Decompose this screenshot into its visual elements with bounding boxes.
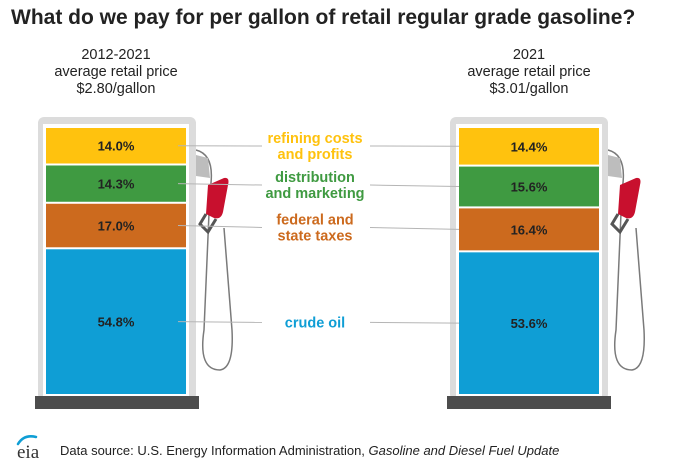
segment-value-label: 14.4%: [511, 139, 548, 154]
left-header-period: 2012-2021: [81, 47, 151, 63]
nozzle-handle: [206, 177, 229, 219]
segment-value-label: 14.3%: [98, 177, 135, 192]
chart-title: What do we pay for per gallon of retail …: [11, 6, 636, 29]
connector-line: [177, 225, 263, 228]
right-pump-header: 2021 average retail price $3.01/gallon: [429, 47, 629, 98]
connector-line: [369, 184, 460, 187]
eia-logo-text: eia: [17, 442, 40, 462]
segment-value-label: 16.4%: [511, 222, 548, 237]
right-header-price: $3.01/gallon: [489, 81, 569, 97]
right-header-period: 2021: [512, 47, 546, 63]
pump-base: [35, 396, 199, 409]
right-gas-pump: 53.6% 16.4% 15.6% 14.4%: [447, 117, 645, 409]
left-gas-pump: 54.8% 17.0% 14.3% 14.0%: [35, 117, 233, 409]
bar-segment-refining-costs-and-profits: [46, 128, 186, 164]
legend-label-refining: refining costs: [267, 131, 362, 147]
eia-logo-arc: [16, 435, 38, 446]
nozzle-holster: [196, 155, 210, 178]
nozzle-holster: [608, 155, 622, 178]
nozzle-spout: [610, 213, 630, 235]
bar-segment-distribution-and-marketing: [46, 165, 186, 202]
segment-value-label: 53.6%: [511, 316, 548, 331]
eia-logo: eia: [16, 435, 40, 462]
bar-segment-crude-oil: [46, 249, 186, 394]
connector-line: [177, 183, 263, 186]
segment-value-label: 54.8%: [98, 315, 135, 330]
legend-label-distribution: distribution: [275, 170, 355, 186]
connector-line: [369, 321, 460, 324]
bar-segment-refining-costs-and-profits: [459, 128, 599, 165]
pump-hose: [607, 149, 645, 371]
data-source-publication: Gasoline and Diesel Fuel Update: [368, 443, 560, 458]
nozzle-handle: [618, 177, 641, 219]
segment-value-label: 14.0%: [98, 139, 135, 154]
legend-label-taxes: federal and: [276, 212, 353, 228]
connector-line: [177, 321, 263, 323]
legend-label-distribution: and marketing: [265, 186, 364, 202]
bar-segment-federal-and-state-taxes: [46, 203, 186, 248]
connector-line: [369, 226, 460, 230]
data-source-note: Data source: U.S. Energy Information Adm…: [60, 443, 559, 458]
nozzle-spout: [198, 213, 218, 235]
data-source-prefix: Data source: U.S. Energy Information Adm…: [60, 443, 369, 458]
bar-segment-federal-and-state-taxes: [459, 208, 599, 251]
right-header-caption: average retail price: [467, 64, 591, 80]
legend-label-refining: and profits: [278, 147, 353, 163]
segment-value-label: 15.6%: [511, 179, 548, 194]
left-header-caption: average retail price: [54, 64, 178, 80]
left-pump-header: 2012-2021 average retail price $2.80/gal…: [16, 47, 216, 98]
pump-base: [447, 396, 611, 409]
legend-label-crude: crude oil: [285, 315, 345, 331]
left-header-price: $2.80/gallon: [76, 81, 156, 97]
bar-segment-distribution-and-marketing: [459, 166, 599, 207]
segment-value-label: 17.0%: [98, 219, 135, 234]
bar-segment-crude-oil: [459, 252, 599, 394]
legend-label-taxes: state taxes: [278, 228, 353, 244]
pump-hose: [195, 149, 233, 371]
